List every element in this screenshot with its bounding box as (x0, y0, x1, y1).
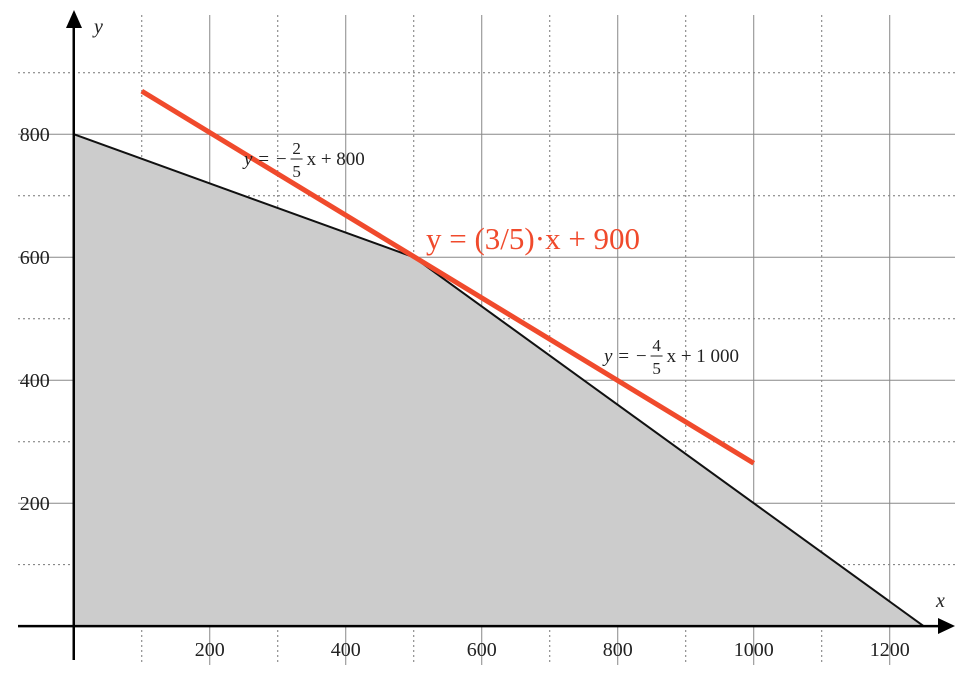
y-tick-label: 600 (20, 247, 50, 269)
x-tick-label: 200 (195, 639, 225, 661)
equation-suffix: x + 800 (307, 149, 365, 170)
feasible-region (73, 134, 924, 627)
line (73, 133, 415, 259)
y-tick-label: 200 (20, 493, 50, 515)
axes (18, 10, 955, 660)
line (413, 256, 925, 627)
equation-label: y = −4 5 x + 1 000 (602, 336, 739, 378)
x-tick-label: 1000 (734, 639, 774, 661)
marks (73, 89, 925, 627)
equation-suffix: x + 1 000 (667, 346, 739, 367)
x-tick-label: 400 (331, 639, 361, 661)
equation-numerator: 4 (652, 336, 661, 355)
equation-numerator: 2 (292, 139, 301, 158)
x-tick-label: 800 (603, 639, 633, 661)
y-tick-label: 400 (20, 370, 50, 392)
line (140, 89, 756, 466)
equation-prefix: y = − (242, 149, 288, 170)
objective-label: y = (3/5)·x + 900 (426, 221, 640, 256)
equation-denominator: 5 (652, 359, 661, 378)
x-axis-label: x (935, 590, 945, 612)
x-arrow (938, 618, 955, 634)
x-tick-label: 600 (467, 639, 497, 661)
y-tick-label: 800 (20, 124, 50, 146)
equation-label: y = −2 5 x + 800 (242, 139, 365, 181)
y-axis-label: y (92, 16, 103, 38)
y-arrow (66, 10, 82, 28)
x-tick-label: 1200 (870, 639, 910, 661)
equation-denominator: 5 (292, 162, 301, 181)
equation-prefix: y = − (602, 346, 648, 367)
